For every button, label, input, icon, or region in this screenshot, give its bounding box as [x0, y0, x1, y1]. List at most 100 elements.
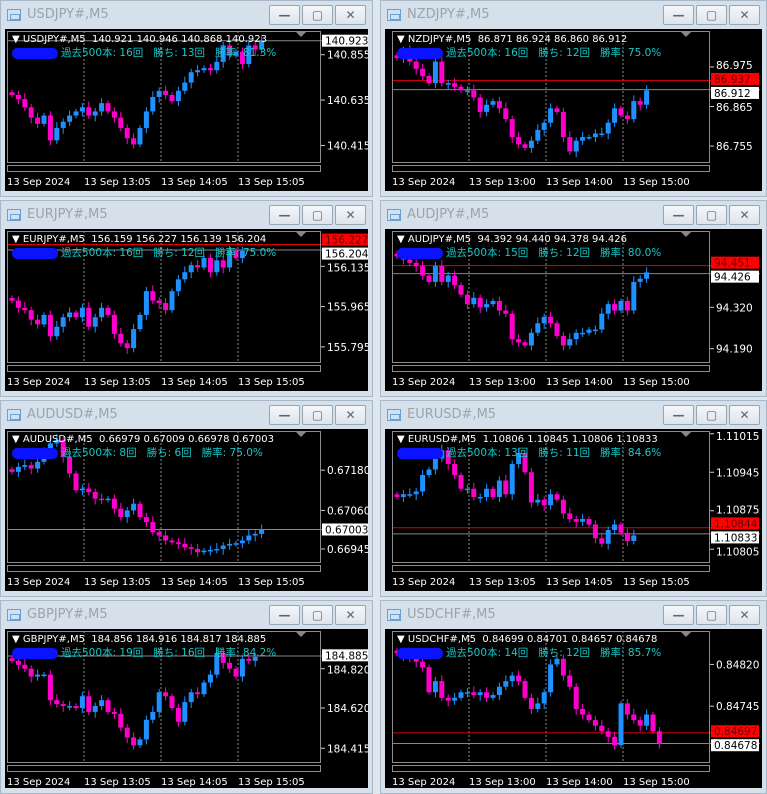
price-chart[interactable]: 184.885 184.820 184.620 184.415 [5, 629, 368, 788]
candle [477, 497, 483, 499]
chart-area[interactable]: 0.84820 0.84745 0.84697 0.84678 ▼ USDCHF#,M… [385, 629, 762, 788]
horizontal-scrollbar[interactable] [7, 365, 321, 372]
candle [131, 737, 137, 746]
candle [60, 121, 66, 128]
maximize-button[interactable]: ▢ [696, 605, 727, 625]
maximize-button[interactable]: ▢ [302, 205, 333, 225]
maximize-button[interactable]: ▢ [302, 405, 333, 425]
maximize-button[interactable]: ▢ [696, 5, 727, 25]
horizontal-scrollbar[interactable] [7, 165, 321, 172]
plot-frame: ▼ AUDJPY#,M5 94.392 94.440 94.378 94.426… [392, 231, 710, 363]
chart-shift-marker[interactable] [681, 32, 691, 37]
close-button[interactable]: ✕ [335, 605, 366, 625]
price-chart[interactable]: 0.67180 0.67060 0.67003 0.66945 [5, 429, 368, 591]
chart-area[interactable]: 94.451 94.426 94.320 94.190 ▼ AUDJPY#,M5 94… [385, 229, 762, 391]
candle [220, 45, 226, 62]
candle [156, 90, 162, 97]
minimize-button[interactable]: — [269, 205, 300, 225]
candle [150, 291, 156, 301]
chart-window[interactable]: USDJPY#,M5 — ▢ ✕ 140.923 140.855 140.635 14… [0, 0, 373, 197]
close-button[interactable]: ✕ [335, 405, 366, 425]
signal-stats: 過去500本: 16回 勝ち: 12回 勝率: 75.0% [12, 247, 286, 260]
window-title-bar[interactable]: AUDUSD#,M5 — ▢ ✕ [1, 401, 372, 429]
candle [420, 661, 426, 668]
candle [137, 739, 143, 746]
chart-area[interactable]: 156.227 156.204 156.135 155.965 155.795 ▼ EU… [5, 229, 368, 391]
close-button[interactable]: ✕ [335, 205, 366, 225]
redacted-label [12, 447, 58, 459]
chart-window[interactable]: AUDUSD#,M5 — ▢ ✕ 0.67180 0.67060 0.67003 0.… [0, 400, 373, 597]
chart-shift-marker[interactable] [681, 632, 691, 637]
horizontal-scrollbar[interactable] [392, 565, 710, 572]
candle [86, 307, 92, 327]
close-button[interactable]: ✕ [335, 5, 366, 25]
chart-shift-marker[interactable] [296, 632, 306, 637]
chart-shift-marker[interactable] [296, 232, 306, 237]
candle [111, 711, 117, 714]
price-chart[interactable]: 1.11015 1.10945 1.10875 1.10844 1.10833 1.108… [385, 429, 762, 591]
minimize-button[interactable]: — [269, 405, 300, 425]
horizontal-scrollbar[interactable] [7, 765, 321, 772]
price-chart[interactable]: 86.975 86.937 86.912 86.865 86.755 [385, 29, 762, 191]
chart-area[interactable]: 0.67180 0.67060 0.67003 0.66945 ▼ AUDUSD#,M… [5, 429, 368, 591]
maximize-button[interactable]: ▢ [696, 405, 727, 425]
close-button[interactable]: ✕ [729, 605, 760, 625]
minimize-button[interactable]: — [663, 205, 694, 225]
minimize-button[interactable]: — [269, 605, 300, 625]
horizontal-scrollbar[interactable] [392, 365, 710, 372]
chart-window[interactable]: USDCHF#,M5 — ▢ ✕ 0.84820 0.84745 0.84697 0.… [380, 600, 767, 794]
chart-shift-marker[interactable] [681, 232, 691, 237]
window-title-bar[interactable]: AUDJPY#,M5 — ▢ ✕ [381, 201, 766, 229]
close-button[interactable]: ✕ [729, 205, 760, 225]
window-title-bar[interactable]: EURUSD#,M5 — ▢ ✕ [381, 401, 766, 429]
chart-area[interactable]: 184.885 184.820 184.620 184.415 ▼ GBPJPY#,M… [5, 629, 368, 788]
candle [452, 275, 458, 286]
maximize-button[interactable]: ▢ [302, 605, 333, 625]
horizontal-scrollbar[interactable] [392, 765, 710, 772]
chart-window[interactable]: AUDJPY#,M5 — ▢ ✕ 94.451 94.426 94.320 94.19… [380, 200, 767, 397]
minimize-button[interactable]: — [269, 5, 300, 25]
candle [118, 333, 124, 344]
price-chart[interactable]: 94.451 94.426 94.320 94.190 [385, 229, 762, 391]
horizontal-scrollbar[interactable] [7, 565, 321, 572]
close-button[interactable]: ✕ [729, 5, 760, 25]
minimize-button[interactable]: — [663, 605, 694, 625]
chart-shift-marker[interactable] [296, 432, 306, 437]
candle [35, 117, 41, 124]
price-tick-label: 0.67180 [327, 465, 368, 477]
chart-shift-marker[interactable] [681, 432, 691, 437]
chart-window[interactable]: NZDJPY#,M5 — ▢ ✕ 86.975 86.937 86.912 86.86… [380, 0, 767, 197]
candle [60, 704, 66, 707]
chart-area[interactable]: 1.11015 1.10945 1.10875 1.10844 1.10833 1.108… [385, 429, 762, 591]
bid-price-label-bg [711, 739, 759, 752]
price-tick-label: 140.855 [327, 50, 368, 62]
chart-area[interactable]: 86.975 86.937 86.912 86.865 86.755 ▼ NZDJPY#… [385, 29, 762, 191]
maximize-button[interactable]: ▢ [696, 205, 727, 225]
candle [233, 51, 239, 56]
chart-window[interactable]: EURUSD#,M5 — ▢ ✕ 1.11015 1.10945 1.10875 1.… [380, 400, 767, 597]
window-title: NZDJPY#,M5 [407, 7, 490, 22]
window-title-bar[interactable]: EURJPY#,M5 — ▢ ✕ [1, 201, 372, 229]
bid-price-label: 1.10833 [714, 532, 757, 544]
chart-window[interactable]: EURJPY#,M5 — ▢ ✕ 156.227 156.204 156.135 15… [0, 200, 373, 397]
bid-price-label: 94.426 [714, 272, 751, 284]
candle [439, 265, 445, 282]
close-button[interactable]: ✕ [729, 405, 760, 425]
minimize-button[interactable]: — [663, 405, 694, 425]
time-label: 13 Sep 13:00 [469, 777, 536, 788]
horizontal-scrollbar[interactable] [392, 165, 710, 172]
window-title-bar[interactable]: NZDJPY#,M5 — ▢ ✕ [381, 1, 766, 29]
chart-shift-marker[interactable] [296, 32, 306, 37]
candle [599, 725, 605, 732]
candle [79, 696, 85, 708]
window-title-bar[interactable]: USDCHF#,M5 — ▢ ✕ [381, 601, 766, 629]
price-chart[interactable]: 140.923 140.855 140.635 140.415 [5, 29, 368, 191]
window-title-bar[interactable]: GBPJPY#,M5 — ▢ ✕ [1, 601, 372, 629]
maximize-button[interactable]: ▢ [302, 5, 333, 25]
chart-window[interactable]: GBPJPY#,M5 — ▢ ✕ 184.885 184.820 184.620 18… [0, 600, 373, 794]
price-chart[interactable]: 156.227 156.204 156.135 155.965 155.795 [5, 229, 368, 391]
candle [124, 510, 130, 518]
minimize-button[interactable]: — [663, 5, 694, 25]
window-title-bar[interactable]: USDJPY#,M5 — ▢ ✕ [1, 1, 372, 29]
chart-area[interactable]: 140.923 140.855 140.635 140.415 ▼ USDJPY#,M… [5, 29, 368, 191]
